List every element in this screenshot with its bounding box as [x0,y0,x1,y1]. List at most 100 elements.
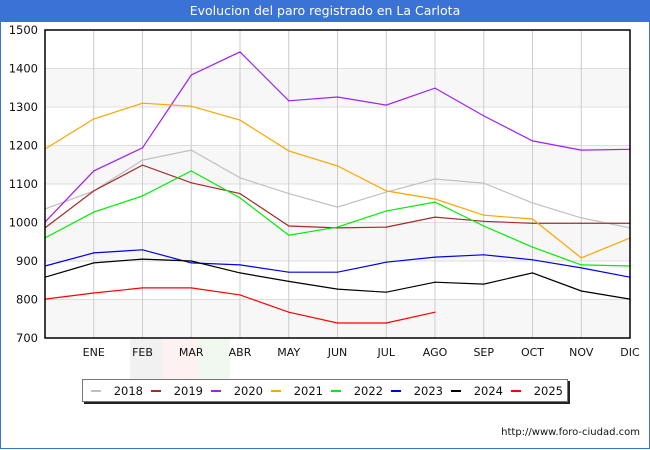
data-point-2024 [239,272,241,274]
data-point-2025 [336,322,339,324]
data-point-2020 [385,104,387,106]
watermark-band-2 [163,339,197,383]
data-point-2025 [93,292,95,294]
data-point-2019 [239,193,241,195]
data-point-2024 [580,290,582,292]
data-point-2022 [93,211,95,213]
flag-watermark [130,339,230,383]
legend-label: 2021 [293,383,323,398]
legend-swatch [211,389,221,392]
x-tick-label: DIC [620,346,640,359]
data-point-2019 [190,182,192,184]
data-point-2021 [580,257,582,259]
footer-url: http://www.foro-ciudad.com [501,427,640,438]
data-point-2021 [434,198,436,200]
data-point-2025 [141,287,144,289]
data-point-2024 [385,291,387,293]
watermark-band-1 [130,339,164,383]
data-point-2023 [336,271,339,273]
data-point-2019 [141,164,144,166]
data-point-2018 [531,202,534,204]
legend: 2018 2019 2020 2021 2022 2023 2024 2025 [82,379,568,402]
data-point-2023 [434,256,436,258]
plot-border [44,29,631,339]
data-point-2020 [434,87,436,89]
x-tick-label: ENE [83,346,105,359]
data-point-2025 [385,322,387,324]
data-point-2022 [190,170,192,172]
data-point-2022 [239,197,241,199]
data-point-2021 [483,214,485,216]
x-tick-label: JUN [327,346,348,359]
data-point-2018 [288,193,290,195]
legend-swatch [451,389,461,392]
data-point-2019 [434,216,436,218]
y-tick-label: 1100 [9,177,38,191]
legend-item-2020: 2020 [211,384,263,398]
data-point-2020 [483,115,485,117]
legend-swatch [151,389,161,392]
x-tick-label: MAR [179,346,204,359]
data-point-2022 [141,195,144,197]
data-point-2023 [580,267,582,269]
data-point-2020 [336,96,339,98]
data-point-2024 [288,280,290,283]
data-point-2022 [434,201,436,203]
data-point-2020 [239,51,241,53]
data-point-2021 [190,105,192,107]
x-tick-label: SEP [473,346,494,359]
y-tick-label: 700 [16,331,38,345]
x-tick-label: NOV [569,346,594,359]
data-point-2023 [531,259,534,261]
data-point-2021 [239,119,241,121]
y-tick-label: 1000 [9,216,38,230]
y-tick-label: 800 [16,293,38,307]
y-tick-label: 1200 [9,139,38,153]
data-point-2021 [385,190,387,192]
data-point-2018 [385,191,387,193]
legend-swatch [511,389,521,392]
legend-item-2023: 2023 [391,384,443,398]
data-point-2021 [336,165,339,167]
x-tick-label: ABR [229,346,252,359]
legend-label: 2022 [353,383,383,398]
data-point-2023 [288,271,290,273]
y-tick-label: 1300 [9,100,38,114]
legend-label: 2024 [473,383,503,398]
data-point-2024 [93,262,95,264]
x-tick-label: OCT [521,346,544,359]
legend-item-2019: 2019 [151,384,203,398]
y-tick-label: 900 [16,254,38,268]
data-point-2018 [336,206,339,208]
data-point-2023 [483,254,485,256]
data-point-2019 [288,225,290,227]
data-point-2018 [483,182,485,184]
data-point-2018 [580,217,582,219]
data-point-2021 [288,150,290,152]
data-point-2022 [483,225,485,227]
legend-swatch [391,389,401,392]
data-point-2020 [288,100,290,102]
legend-item-2024: 2024 [451,384,503,398]
x-tick-label: MAY [277,346,300,359]
data-point-2025 [434,311,436,313]
data-point-2021 [141,102,144,104]
data-point-2020 [141,147,144,149]
legend-label: 2020 [233,383,263,398]
legend-label: 2018 [113,383,143,398]
data-point-2020 [580,149,582,151]
data-point-2019 [580,222,582,224]
data-point-2020 [190,74,192,76]
data-point-2023 [93,252,95,254]
data-point-2020 [531,140,534,142]
data-point-2018 [434,178,436,180]
data-point-2023 [385,261,387,263]
legend-item-2018: 2018 [91,384,143,398]
y-tick-label: 1500 [9,23,38,37]
data-point-2024 [141,258,144,260]
data-point-2024 [483,283,485,285]
data-point-2024 [434,281,436,283]
legend-label: 2023 [413,383,443,398]
data-point-2022 [531,246,534,248]
